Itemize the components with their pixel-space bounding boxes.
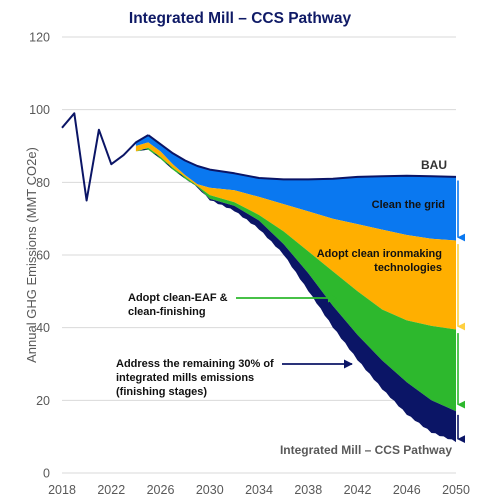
y-tick-100: 100 — [29, 103, 50, 117]
x-tick-2022: 2022 — [97, 483, 125, 497]
y-tick-labels: 0 20 40 60 80 100 120 — [29, 31, 50, 481]
label-bau: BAU — [421, 158, 447, 172]
x-tick-2034: 2034 — [245, 483, 273, 497]
x-tick-2026: 2026 — [147, 483, 175, 497]
history-line — [61, 112, 149, 202]
x-tick-2046: 2046 — [393, 483, 421, 497]
y-tick-120: 120 — [29, 31, 50, 45]
area-remaining-emissions — [135, 149, 456, 443]
label-remaining: Address the remaining 30% of integrated m… — [116, 358, 274, 398]
y-tick-40: 40 — [36, 321, 50, 335]
label-clean-grid: Clean the grid — [372, 199, 445, 211]
y-axis-label: Annual GHG Emissions (MMT CO2e) — [24, 147, 39, 363]
area-clean-the-grid — [135, 135, 456, 241]
label-clean-eaf: Adopt clean-EAF & clean-finishing — [128, 292, 228, 318]
x-tick-2030: 2030 — [196, 483, 224, 497]
x-tick-2050: 2050 — [442, 483, 470, 497]
series-lines — [61, 112, 457, 202]
y-tick-80: 80 — [36, 176, 50, 190]
y-tick-60: 60 — [36, 249, 50, 263]
x-tick-2018: 2018 — [48, 483, 76, 497]
y-tick-20: 20 — [36, 394, 50, 408]
x-tick-2042: 2042 — [344, 483, 372, 497]
stacked-areas — [135, 135, 456, 443]
annotations: BAU Clean the grid Adopt clean ironmaking t… — [116, 158, 452, 457]
label-pathway: Integrated Mill – CCS Pathway — [280, 443, 452, 457]
area-clean-ironmaking — [135, 142, 456, 330]
x-tick-2038: 2038 — [294, 483, 322, 497]
y-tick-0: 0 — [43, 467, 50, 481]
x-tick-labels: 2018 2022 2026 2030 2034 2038 2042 2046 2050 — [48, 483, 470, 497]
label-clean-ironmaking: Adopt clean ironmaking technologies — [317, 248, 442, 274]
bau-line — [147, 134, 457, 181]
chart-title: Integrated Mill – CCS Pathway — [129, 10, 352, 27]
area-clean-eaf — [135, 147, 456, 412]
